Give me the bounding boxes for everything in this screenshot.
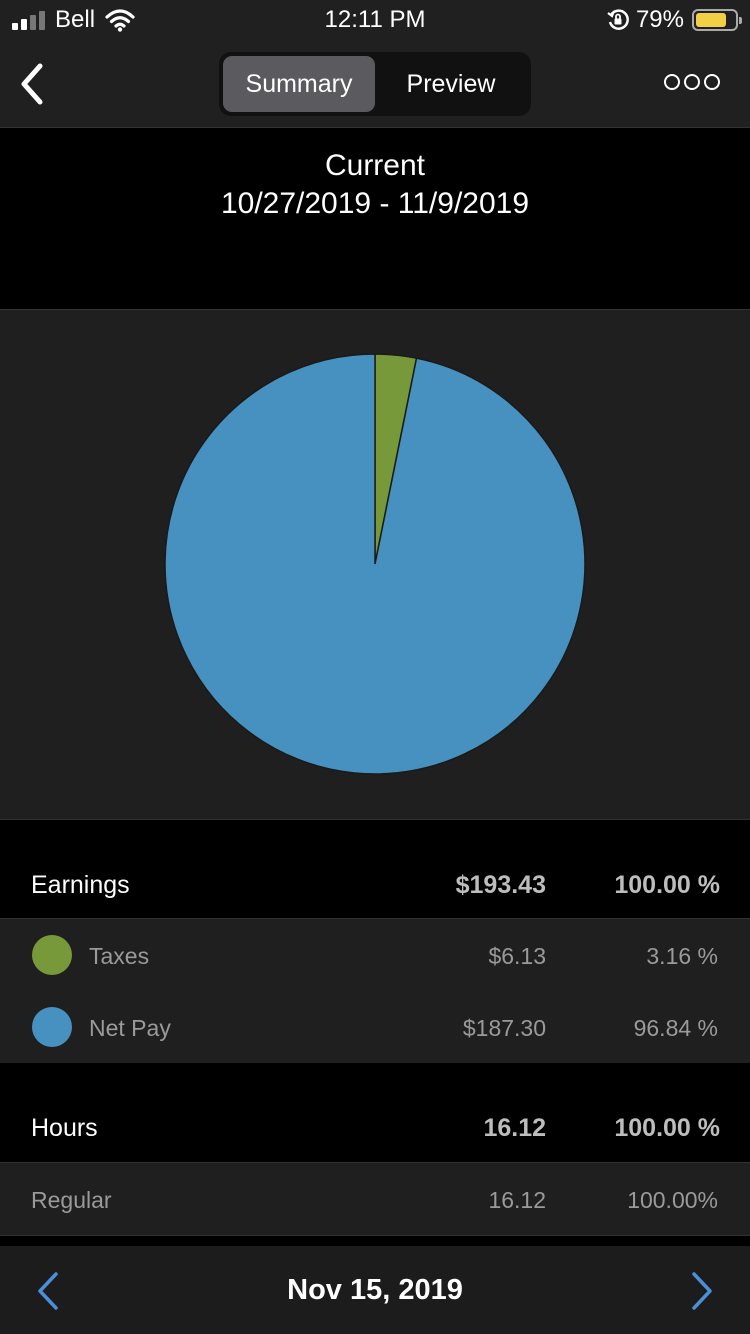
- tab-preview[interactable]: Preview: [406, 69, 496, 98]
- hours-label: Hours: [31, 1114, 98, 1142]
- signal-icon: [12, 10, 45, 30]
- earnings-label: Earnings: [31, 871, 130, 899]
- battery-fill: [696, 13, 727, 27]
- carrier-name: Bell: [55, 6, 96, 33]
- row-amount: 16.12: [488, 1187, 546, 1213]
- next-period-button[interactable]: [688, 1270, 716, 1312]
- hours-header: Hours 16.12 100.00 %: [0, 1063, 750, 1161]
- back-button[interactable]: [14, 60, 54, 108]
- row-percent: 3.16 %: [646, 943, 718, 969]
- earnings-total-percent: 100.00 %: [614, 871, 720, 899]
- row-label: Regular: [31, 1187, 112, 1213]
- pie-chart-svg: [164, 353, 586, 775]
- hours-total: 16.12: [483, 1114, 546, 1142]
- segmented-control: Summary Preview: [219, 52, 531, 116]
- status-left: Bell: [12, 6, 135, 34]
- bottom-bar: Nov 15, 2019: [0, 1246, 750, 1334]
- earnings-list: Taxes $6.13 3.16 % Net Pay $187.30 96.84…: [0, 918, 750, 1064]
- status-right: 79%: [606, 6, 742, 34]
- earnings-total: $193.43: [455, 871, 546, 899]
- nav-bar: Summary Preview: [0, 40, 750, 128]
- more-icon: [704, 74, 720, 90]
- hours-total-percent: 100.00 %: [614, 1114, 720, 1142]
- more-button[interactable]: [664, 74, 720, 90]
- orientation-lock-icon: [607, 9, 629, 30]
- row-label: Net Pay: [89, 1015, 171, 1041]
- chevron-left-icon: [38, 1272, 58, 1310]
- previous-period-button[interactable]: [34, 1270, 62, 1312]
- status-bar: Bell 12:11 PM 79%: [0, 0, 750, 40]
- pie-chart: [0, 309, 750, 820]
- net-pay-color-dot: [32, 1007, 72, 1047]
- earnings-header: Earnings $193.43 100.00 %: [0, 820, 750, 918]
- row-percent: 100.00%: [627, 1187, 718, 1213]
- hours-list: Regular 16.12 100.00%: [0, 1162, 750, 1236]
- pay-date: Nov 15, 2019: [287, 1274, 463, 1306]
- chevron-left-icon: [21, 63, 43, 105]
- earnings-row-net-pay[interactable]: Net Pay $187.30 96.84 %: [0, 991, 750, 1063]
- taxes-color-dot: [32, 935, 72, 975]
- more-icon: [664, 74, 680, 90]
- battery-icon: [692, 9, 742, 31]
- period-header: Current 10/27/2019 - 11/9/2019: [0, 129, 750, 309]
- hours-row-regular[interactable]: Regular 16.12 100.00%: [0, 1163, 750, 1235]
- row-amount: $187.30: [462, 1015, 546, 1041]
- period-range: 10/27/2019 - 11/9/2019: [220, 187, 530, 220]
- pie-slice-net-pay[interactable]: [164, 353, 586, 775]
- chevron-right-icon: [692, 1272, 712, 1310]
- row-percent: 96.84 %: [633, 1015, 718, 1041]
- row-label: Taxes: [89, 943, 150, 969]
- status-time: 12:11 PM: [324, 6, 426, 33]
- period-label: Current: [324, 149, 426, 182]
- tab-summary[interactable]: Summary: [223, 56, 375, 112]
- battery-percent: 79%: [635, 6, 684, 33]
- earnings-row-taxes[interactable]: Taxes $6.13 3.16 %: [0, 919, 750, 991]
- wifi-icon: [105, 9, 135, 32]
- more-icon: [684, 74, 700, 90]
- row-amount: $6.13: [488, 943, 546, 969]
